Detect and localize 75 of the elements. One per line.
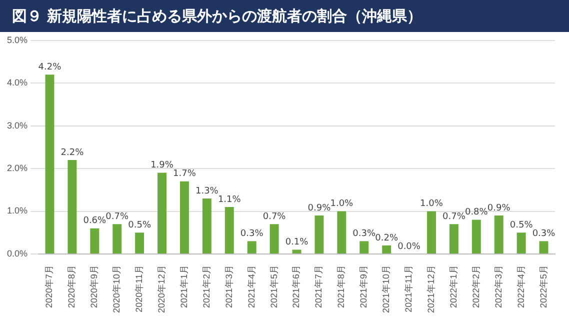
data-label: 0.3% [352, 228, 376, 239]
data-label: 0.1% [285, 238, 309, 248]
x-tick-label: 2022年5月 [538, 264, 548, 308]
data-label: 2.2% [60, 148, 84, 158]
bar [270, 224, 279, 254]
x-tick-label: 2021年3月 [224, 264, 234, 308]
data-label: 0.6% [83, 216, 107, 226]
data-label: 0.7% [106, 212, 129, 222]
bar [45, 74, 54, 254]
data-label: 0.8% [464, 208, 488, 218]
bar [180, 181, 189, 254]
data-label: 1.3% [195, 186, 219, 196]
x-tick-label: 2021年12月 [426, 264, 436, 314]
bar [112, 224, 122, 254]
y-tick-label: 0.0% [7, 248, 28, 258]
data-label: 0.0% [398, 242, 421, 252]
x-tick-label: 2020年9月 [89, 264, 100, 308]
bar [360, 241, 369, 254]
x-tick-label: 2022年2月 [470, 264, 481, 308]
x-tick-label: 2021年2月 [201, 264, 212, 308]
y-tick-label: 5.0% [7, 34, 28, 45]
data-label: 0.9% [487, 203, 511, 214]
bar [158, 172, 167, 254]
bar [135, 232, 144, 254]
data-label: 1.7% [173, 169, 196, 180]
x-tick-label: 2021年6月 [291, 264, 302, 308]
x-tick-label: 2020年10月 [112, 264, 122, 314]
bar [382, 245, 392, 254]
data-label: 0.7% [262, 212, 286, 222]
data-label: 1.0% [420, 199, 444, 210]
x-tick-label: 2021年8月 [336, 264, 346, 308]
data-label: 0.9% [308, 203, 332, 214]
bar [90, 228, 100, 254]
x-tick-label: 2022年3月 [493, 264, 504, 308]
data-label: 0.3% [240, 228, 264, 239]
data-label: 0.5% [510, 220, 534, 230]
bar [202, 198, 212, 254]
x-tick-label: 2020年7月 [44, 264, 54, 308]
x-tick-label: 2021年10月 [381, 264, 392, 314]
x-tick-label: 2021年4月 [246, 264, 256, 308]
x-tick-label: 2022年1月 [448, 264, 458, 308]
chart-title: 図９ 新規陽性者に占める県外からの渡航者の割合（沖縄県） [0, 0, 569, 32]
x-tick-label: 2020年12月 [156, 264, 167, 314]
data-label: 0.7% [442, 212, 466, 222]
x-tick-label: 2021年11月 [404, 264, 414, 312]
bar [247, 241, 256, 254]
x-tick-label: 2021年1月 [178, 264, 189, 308]
y-tick-label: 1.0% [7, 206, 28, 216]
bar [224, 206, 234, 254]
bar [427, 211, 436, 254]
bar [539, 241, 548, 254]
x-tick-label: 2022年4月 [516, 264, 526, 308]
x-tick-label: 2021年5月 [268, 264, 279, 308]
data-label: 1.9% [150, 160, 174, 171]
bar [314, 216, 324, 254]
data-label: 1.0% [330, 199, 354, 210]
x-tick-label: 2020年8月 [66, 264, 77, 308]
y-tick-label: 3.0% [7, 120, 28, 130]
x-tick-label: 2021年9月 [358, 264, 369, 308]
bar [68, 160, 77, 254]
y-tick-label: 4.0% [7, 78, 28, 88]
x-tick-label: 2021年7月 [314, 264, 324, 308]
bar [472, 220, 481, 254]
bar [516, 232, 526, 254]
bar [449, 224, 458, 254]
x-tick-label: 2020年11月 [134, 264, 144, 312]
data-label: 4.2% [38, 62, 62, 72]
bar [494, 216, 504, 254]
data-label: 0.3% [532, 228, 556, 239]
bar [337, 211, 346, 254]
data-label: 1.1% [218, 194, 242, 205]
data-label: 0.2% [375, 233, 398, 244]
data-label: 0.5% [128, 220, 152, 230]
y-tick-label: 2.0% [7, 163, 28, 174]
bar [292, 250, 302, 254]
